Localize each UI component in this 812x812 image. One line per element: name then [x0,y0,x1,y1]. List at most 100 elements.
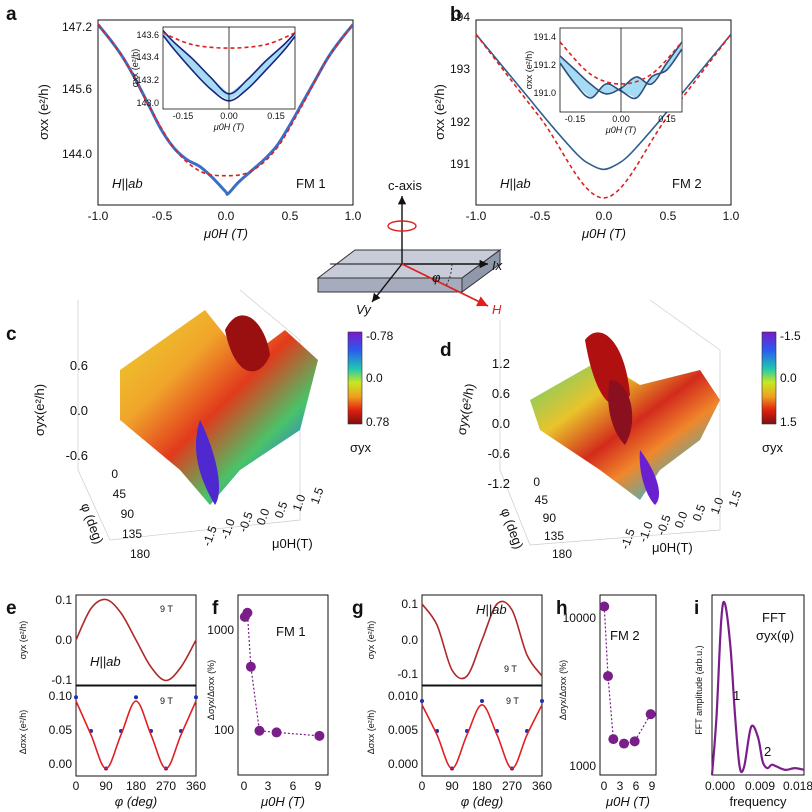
panel-b-sample: FM 2 [672,176,702,191]
panel-d-ridge [608,380,633,445]
panel-e-xlabel: φ (deg) [115,794,157,809]
panel-i-letter: i [694,598,699,619]
panel-c-box [77,289,301,541]
panel-a-inset-xtick: 0.00 [220,111,238,121]
panel-b-inset-xlabel: μ0H (T) [605,125,636,135]
panel-d-valley [639,450,660,505]
panel-f-sample: FM 1 [276,624,306,639]
panel-d-xtick: 0 [533,475,540,489]
panel-e-top-ytick: 0.1 [55,593,72,607]
f-data-point [245,661,256,672]
panel-f: f 1000 100 Δσyx/Δσxx (%) FM 1 0 3 6 9 μ0… [206,594,329,809]
panel-g-letter: g [352,598,364,619]
panel-b: b 194 193 192 191 -1.0 -0.5 0.0 0.5 1.0 … [432,4,740,241]
panel-h-ytick: 10000 [563,611,597,625]
phi-label: φ [432,270,441,285]
panel-f-ytick: 1000 [207,623,234,637]
panel-e-xtick: 270 [156,779,176,793]
panel-a-ytick: 144.0 [62,147,92,161]
panel-d-xlabel: φ (deg) [498,506,527,551]
panel-d-zlabel: σyx(e²/h) [454,382,478,436]
panel-e-top-orient: H||ab [90,654,121,669]
ix-label: Ix [492,258,503,273]
panel-c-peak [225,315,270,372]
panel-a-ylabel: σxx (e²/h) [36,84,51,140]
panel-c-ytick: -1.0 [218,517,238,542]
panel-h-ylabel: Δσyx/Δσxx (%) [558,660,568,720]
panel-b-inset-xtick: 0.00 [612,114,630,124]
panel-a-inset-ytick: 143.0 [136,98,159,108]
panel-c-xtick: 135 [122,527,142,541]
panel-b-xlabel: μ0H (T) [581,226,626,241]
panel-b-xtick: 0.0 [596,209,613,223]
panel-a-xticks: -1.0 -0.5 0.0 0.5 1.0 [88,209,362,223]
panel-f-xtick: 6 [290,779,297,793]
panel-h-xtick: 0 [601,779,608,793]
panel-g-xtick: 0 [419,779,426,793]
g-top--yx-line [421,600,543,680]
panel-d-ytick: -1.5 [618,527,638,552]
panel-c-ylabel: μ0H(T) [272,536,313,551]
panel-i-xtick: 0.009 [745,779,775,793]
panel-d-box [499,299,721,546]
panel-d-ytick: -1.0 [636,520,656,545]
panel-g-top-ylabel: σyx (e²/h) [366,621,376,660]
panel-a-xtick: 0.5 [282,209,299,223]
h-data-point [619,738,629,749]
panel-a-ytick: 147.2 [62,20,92,34]
panel-c-ytick: 1.5 [308,485,327,506]
panel-d-letter: d [440,340,452,361]
panel-e: e 0.1 0.0 -0.1 0.10 0.05 0.00 σyx (e²/h)… [6,593,206,809]
panel-d-ztick: 0.0 [492,416,510,431]
panel-h-xtick: 3 [617,779,624,793]
panel-a-xtick: 1.0 [345,209,362,223]
panel-b-xtick: 0.5 [660,209,677,223]
panel-e-bottom-ylabel: Δσxx (e²/h) [18,710,28,755]
panel-e-bottom-ytick: 0.00 [49,757,73,771]
panel-c-ytick: -0.5 [236,510,256,535]
panel-e-bottom-field: 9 T [160,696,173,706]
panel-d-ytick: 1.0 [708,495,727,516]
panel-i-xtick: 0.000 [705,779,735,793]
panel-d-colorbar-top: -1.5 [780,329,801,343]
panel-c-colorbar [347,331,363,425]
panel-g-xtick: 270 [502,779,522,793]
panel-i-subtitle: σyx(φ) [756,628,794,643]
panel-b-inset-ytick: 191.2 [533,60,556,70]
panel-e-top-plot [75,598,197,682]
a-inset-fit-line [162,32,296,49]
e-bottom-data-point [74,695,78,700]
panel-c-ztick: 0.0 [70,403,88,418]
panel-b-inset-ylabel: σxx (e²/h) [524,51,534,90]
panel-g-xtick: 180 [472,779,492,793]
vy-arrow [371,263,403,303]
i-fft-line [710,600,805,776]
panel-g-top-frame [421,594,543,686]
panel-i-plot [710,600,805,776]
panel-d-colorbar-bottom: 1.5 [780,415,797,429]
panel-c-zlabel: σyx(e²/h) [32,384,47,436]
panel-a-inset-xlabel: μ0H (T) [213,122,244,132]
panel-a-inset-ylabel: σxx (e²/h) [130,49,140,88]
panel-b-ytick: 192 [450,115,470,129]
panel-g-xtick: 90 [445,779,459,793]
panel-g-top-field: 9 T [504,664,517,674]
panel-g-bottom-ytick: 0.010 [388,689,418,703]
panel-c-valley [195,420,220,505]
panel-a-inset-xtick: -0.15 [173,111,194,121]
panel-b-ytick: 193 [450,62,470,76]
panel-g-bottom-ytick: 0.000 [388,757,418,771]
panel-g-bottom-plot [420,699,544,771]
panel-c-ztick: 0.6 [70,358,88,373]
panel-e-bottom-ytick: 0.10 [49,689,73,703]
f-data-point [254,725,265,736]
panel-e-top-ytick: -0.1 [51,673,72,687]
panel-c-ytick: 0.5 [272,499,291,520]
panel-f-letter: f [212,598,219,619]
c-axis-label: c-axis [388,178,422,193]
panel-g-top-ytick: 0.0 [401,633,418,647]
panel-e-xtick: 360 [186,779,206,793]
panel-b-xtick: -0.5 [530,209,551,223]
panel-d-colorbar-label: σyx [762,440,784,455]
